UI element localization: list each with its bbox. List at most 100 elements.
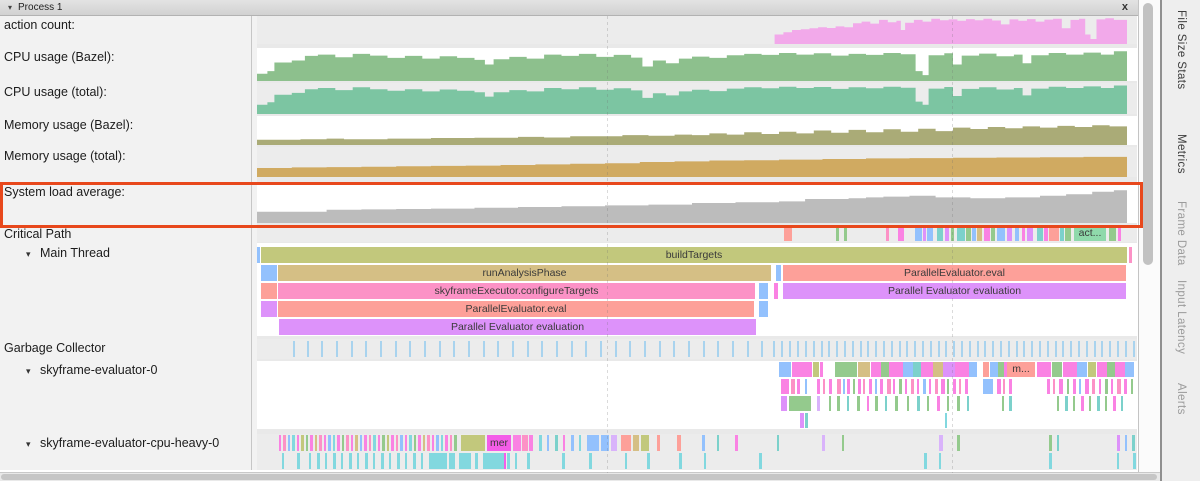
trace-slice[interactable] <box>405 435 407 451</box>
trace-slice[interactable] <box>483 453 505 469</box>
trace-slice[interactable] <box>781 379 789 394</box>
trace-slice[interactable] <box>563 435 565 451</box>
trace-slice[interactable] <box>1049 453 1052 469</box>
sidebar-tab-metrics[interactable]: Metrics <box>1175 133 1187 174</box>
gc-event-tick[interactable] <box>1070 341 1072 357</box>
trace-slice[interactable] <box>1121 396 1123 411</box>
gc-event-tick[interactable] <box>1101 341 1103 357</box>
track-label-garbage-collector[interactable]: Garbage Collector <box>0 339 252 359</box>
trace-slice[interactable] <box>899 379 902 394</box>
gc-event-tick[interactable] <box>930 341 932 357</box>
gc-event-tick[interactable] <box>497 341 499 357</box>
trace-slice[interactable] <box>292 435 295 451</box>
gc-event-tick[interactable] <box>453 341 455 357</box>
trace-slice[interactable] <box>837 379 841 394</box>
trace-slice[interactable] <box>998 362 1004 377</box>
trace-slice[interactable] <box>315 435 317 451</box>
trace-slice[interactable] <box>927 396 929 411</box>
gc-event-tick[interactable] <box>439 341 441 357</box>
trace-slice[interactable] <box>1117 453 1119 469</box>
trace-slice[interactable] <box>1009 379 1012 394</box>
gc-event-tick[interactable] <box>644 341 646 357</box>
trace-slice[interactable] <box>829 379 832 394</box>
trace-slice[interactable] <box>1044 226 1048 241</box>
gc-event-tick[interactable] <box>659 341 661 357</box>
gc-event-tick[interactable] <box>321 341 323 357</box>
trace-slice[interactable] <box>333 435 335 451</box>
trace-slice[interactable] <box>895 396 898 411</box>
trace-slice[interactable] <box>1037 362 1051 377</box>
trace-slice[interactable] <box>1037 226 1043 241</box>
trace-slice[interactable] <box>589 453 592 469</box>
trace-slice[interactable] <box>414 435 416 451</box>
gc-event-tick[interactable] <box>541 341 543 357</box>
trace-slice[interactable] <box>945 226 949 241</box>
track-label-cpu-total[interactable]: CPU usage (total): <box>0 83 252 114</box>
gc-event-tick[interactable] <box>409 341 411 357</box>
trace-slice[interactable] <box>941 379 945 394</box>
trace-slice[interactable] <box>957 226 965 241</box>
gc-event-tick[interactable] <box>992 341 994 357</box>
trace-slice[interactable] <box>261 265 277 281</box>
trace-slice[interactable] <box>279 435 281 451</box>
track-label-sysload[interactable]: System load average: <box>0 183 252 223</box>
trace-slice[interactable] <box>351 435 353 451</box>
trace-slice[interactable] <box>921 362 933 377</box>
trace-slice[interactable] <box>1002 396 1004 411</box>
trace-slice[interactable] <box>522 435 528 451</box>
gc-event-tick[interactable] <box>961 341 963 357</box>
counter-chart-action-count[interactable] <box>257 16 1137 44</box>
trace-slice[interactable] <box>391 435 394 451</box>
trace-slice[interactable] <box>1015 226 1019 241</box>
trace-slice[interactable] <box>297 435 299 451</box>
trace-slice[interactable] <box>953 379 956 394</box>
gc-event-tick[interactable] <box>512 341 514 357</box>
trace-slice[interactable] <box>875 379 877 394</box>
trace-slice[interactable] <box>309 453 311 469</box>
gc-event-tick[interactable] <box>984 341 986 357</box>
track-label-skyframe-evaluator-cpu-heavy-0[interactable]: ▾ skyframe-evaluator-cpu-heavy-0 <box>0 434 252 470</box>
trace-slice[interactable] <box>702 435 705 451</box>
trace-slice[interactable] <box>984 226 990 241</box>
trace-slice[interactable] <box>409 435 412 451</box>
gc-event-tick[interactable] <box>922 341 924 357</box>
trace-slice[interactable] <box>261 301 277 317</box>
trace-slice[interactable] <box>360 435 362 451</box>
trace-slice[interactable] <box>717 435 719 451</box>
gc-event-tick[interactable] <box>380 341 382 357</box>
trace-slice[interactable] <box>1063 362 1077 377</box>
trace-slice[interactable] <box>387 435 389 451</box>
trace-slice[interactable] <box>966 226 971 241</box>
gc-event-tick[interactable] <box>1000 341 1002 357</box>
trace-slice[interactable] <box>991 226 995 241</box>
trace-slice[interactable] <box>857 396 860 411</box>
counter-chart-mem-total[interactable] <box>257 147 1137 177</box>
trace-slice[interactable] <box>369 435 371 451</box>
trace-slice[interactable] <box>1004 362 1007 377</box>
trace-slice[interactable] <box>373 453 375 469</box>
gc-event-tick[interactable] <box>1023 341 1025 357</box>
trace-slice[interactable] <box>1113 396 1116 411</box>
trace-slice[interactable] <box>319 435 322 451</box>
slice-Parallel-Evaluator-evaluation[interactable]: Parallel Evaluator evaluation <box>279 319 756 335</box>
trace-slice[interactable] <box>915 226 922 241</box>
gc-event-tick[interactable] <box>1039 341 1041 357</box>
gc-event-tick[interactable] <box>732 341 734 357</box>
trace-slice[interactable] <box>947 379 949 394</box>
trace-slice[interactable] <box>679 453 682 469</box>
trace-slice[interactable] <box>288 435 290 451</box>
trace-slice[interactable] <box>1077 362 1087 377</box>
gc-event-tick[interactable] <box>424 341 426 357</box>
vertical-scrollbar-thumb[interactable] <box>1143 3 1153 265</box>
trace-slice[interactable] <box>1079 379 1081 394</box>
trace-slice[interactable] <box>625 453 627 469</box>
gc-event-tick[interactable] <box>717 341 719 357</box>
trace-slice[interactable] <box>817 379 820 394</box>
horizontal-scrollbar[interactable] <box>0 472 1160 481</box>
trace-slice[interactable] <box>923 226 926 241</box>
trace-slice[interactable] <box>735 435 738 451</box>
gc-event-tick[interactable] <box>1086 341 1088 357</box>
trace-slice[interactable] <box>965 379 968 394</box>
gc-event-tick[interactable] <box>914 341 916 357</box>
trace-slice[interactable] <box>310 435 313 451</box>
